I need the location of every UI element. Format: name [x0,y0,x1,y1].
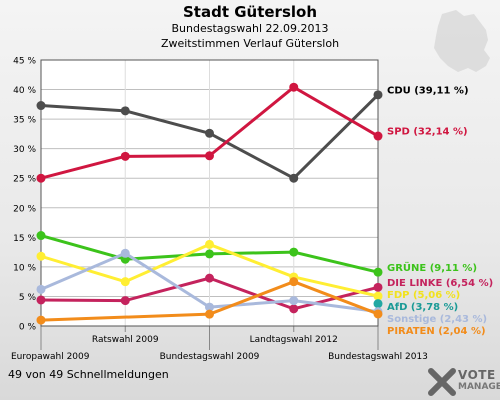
x-tick-label: Ratswahl 2009 [92,335,159,345]
x-tick-label: Bundestagswahl 2009 [160,352,260,362]
data-point [120,151,130,161]
chart-subtitle-election: Bundestagswahl 22.09.2013 [171,22,329,35]
data-point [205,128,214,138]
series-end-label: DIE LINKE (6,54 %) [387,278,493,289]
data-point [36,295,46,305]
y-tick-label: 45 % [13,57,36,67]
series-end-label: Sonstige (2,43 %) [387,314,487,325]
vote-manager-logo: VOTE MANAGER [428,366,500,398]
data-point [120,296,130,306]
y-tick-label: 10 % [13,263,36,273]
data-point [289,247,299,257]
data-point [373,131,383,141]
data-point [36,284,46,294]
data-point [373,291,383,301]
y-tick-label: 0 % [19,323,37,333]
y-tick-label: 20 % [13,204,36,214]
data-point [205,273,214,283]
data-point [373,282,383,292]
data-point [36,251,46,261]
plot-frame [40,59,379,327]
data-point [120,106,130,116]
data-point [373,309,383,319]
data-point [120,277,130,287]
x-tick-label: Landtagswahl 2012 [250,335,338,345]
data-point [373,90,383,100]
series-end-label: CDU (39,11 %) [387,85,469,96]
series-end-label: SPD (32,14 %) [387,127,468,138]
data-point [289,296,299,306]
y-tick-label: 25 % [13,175,36,185]
chart-header: Stadt Gütersloh Bundestagswahl 22.09.201… [0,3,500,51]
germany-map-icon [434,10,490,72]
x-tick-label: Bundestagswahl 2013 [328,352,428,362]
data-point [36,315,46,325]
data-point [120,248,130,258]
data-point [373,267,383,277]
y-tick-label: 40 % [13,86,36,96]
data-point [205,239,214,249]
y-tick-label: 35 % [13,116,36,126]
data-point [205,309,214,319]
data-point [205,302,214,312]
data-point [205,249,214,259]
y-tick-label: 15 % [13,234,36,244]
series-end-label: PIRATEN (2,04 %) [387,326,486,337]
logo-x-icon [428,368,456,396]
x-tick-label: Europawahl 2009 [11,352,90,362]
series-line [40,280,379,322]
series-end-label: GRÜNE (9,11 %) [387,260,477,274]
y-tick-label: 5 % [19,293,37,303]
data-point [36,101,46,111]
chart-title: Stadt Gütersloh [182,3,317,21]
data-point [289,173,299,183]
data-point [36,231,46,241]
data-point [373,299,383,309]
data-point [205,151,214,161]
data-point [289,277,299,287]
y-tick-label: 30 % [13,145,36,155]
reporting-status: 49 von 49 Schnellmeldungen [8,368,169,381]
data-point [289,304,299,314]
data-point [289,82,299,92]
logo-text-vote: VOTE [458,368,496,382]
series-end-label: AfD (3,78 %) [387,302,458,313]
chart-subtitle-description: Zweitstimmen Verlauf Gütersloh [160,37,340,50]
series-end-label: FDP (5,06 %) [387,290,460,301]
logo-text-manager: MANAGER [458,382,500,392]
data-point [36,173,46,183]
